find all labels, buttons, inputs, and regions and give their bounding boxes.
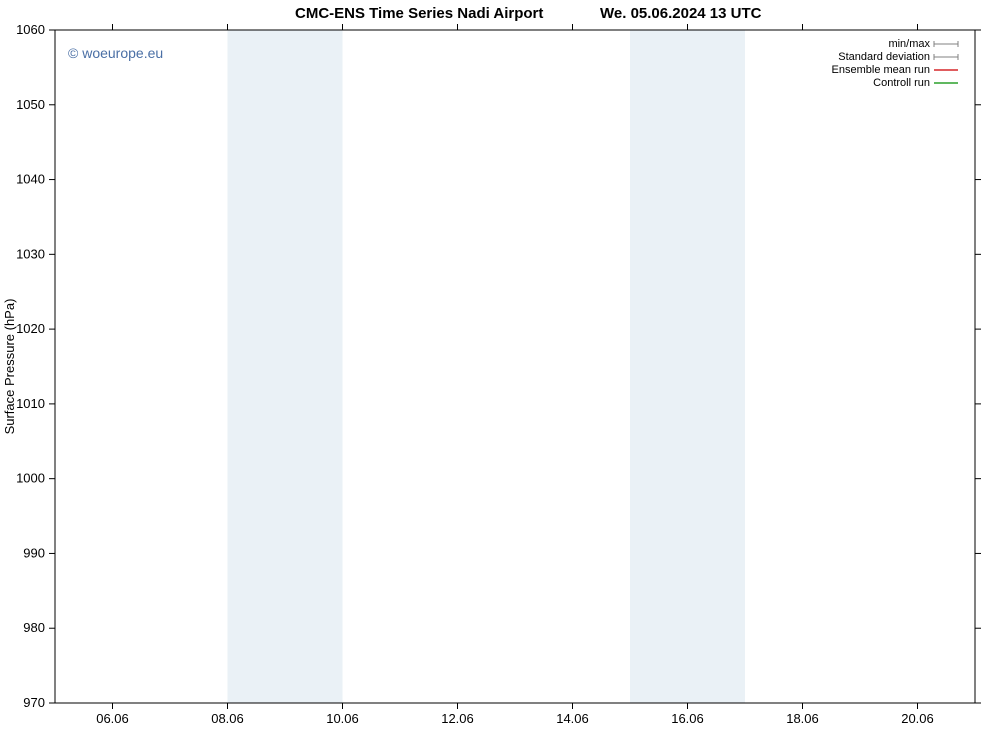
y-tick-label: 1010 xyxy=(16,396,45,411)
watermark-text: © woeurope.eu xyxy=(68,45,163,61)
x-tick-label: 16.06 xyxy=(671,711,704,726)
y-tick-label: 1050 xyxy=(16,97,45,112)
y-tick-label: 980 xyxy=(23,620,45,635)
chart-title-right: We. 05.06.2024 13 UTC xyxy=(600,5,762,22)
legend-label: Standard deviation xyxy=(838,51,930,63)
x-tick-label: 08.06 xyxy=(211,711,244,726)
y-tick-label: 1060 xyxy=(16,22,45,37)
chart-title-left: CMC-ENS Time Series Nadi Airport xyxy=(295,5,543,22)
y-tick-label: 970 xyxy=(23,695,45,710)
y-tick-label: 1020 xyxy=(16,321,45,336)
y-tick-label: 1030 xyxy=(16,246,45,261)
legend-label: Ensemble mean run xyxy=(832,64,930,76)
legend-label: min/max xyxy=(888,38,930,50)
chart-background xyxy=(0,0,1000,733)
legend-label: Controll run xyxy=(873,77,930,89)
y-tick-label: 990 xyxy=(23,545,45,560)
weekend-band xyxy=(630,30,745,703)
y-axis-label: Surface Pressure (hPa) xyxy=(2,299,17,435)
time-series-chart: 970 980 990 1000 1010 1020 1030 1040 1050 1060 06.… xyxy=(0,0,1000,733)
x-tick-label: 10.06 xyxy=(326,711,359,726)
chart-svg: 970 980 990 1000 1010 1020 1030 1040 1050 1060 06.… xyxy=(0,0,1000,733)
x-tick-label: 06.06 xyxy=(96,711,129,726)
x-tick-label: 18.06 xyxy=(786,711,819,726)
x-tick-label: 20.06 xyxy=(901,711,934,726)
weekend-band xyxy=(228,30,343,703)
x-tick-label: 12.06 xyxy=(441,711,474,726)
x-tick-label: 14.06 xyxy=(556,711,589,726)
y-tick-label: 1000 xyxy=(16,471,45,486)
y-tick-label: 1040 xyxy=(16,172,45,187)
